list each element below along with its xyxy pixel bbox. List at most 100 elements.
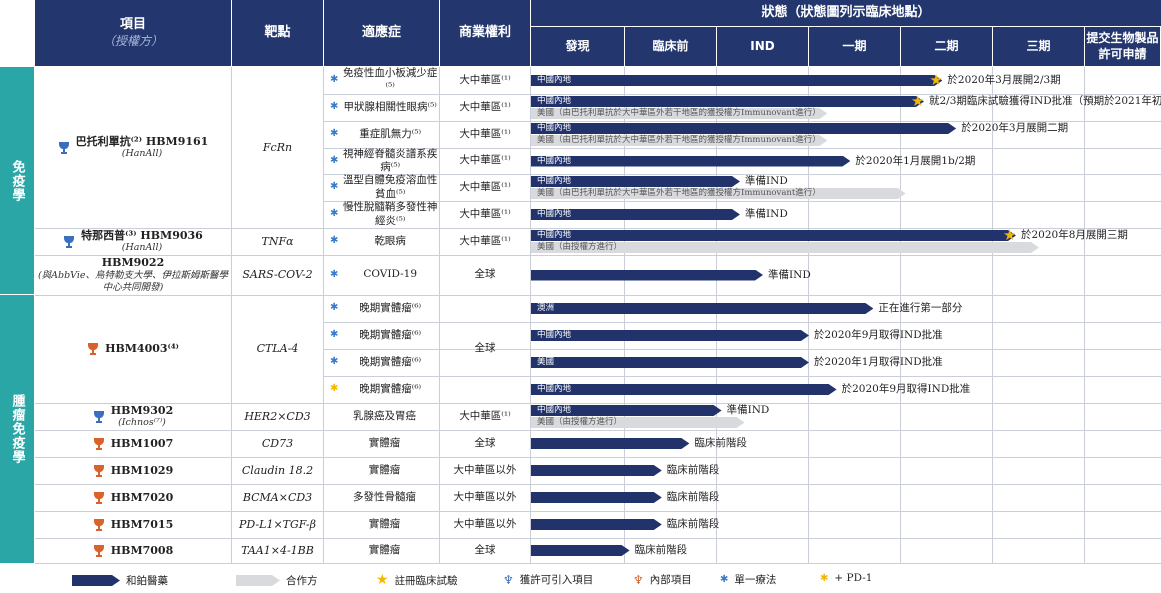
target-cell: TAA1×4-1BB (232, 538, 323, 563)
bar-status-note: 於2020年8月展開三期 (1021, 229, 1128, 241)
phase-header-4: 二期 (901, 27, 992, 66)
header-indication: 適應症 (324, 0, 439, 66)
indication-divider (324, 376, 1161, 377)
indication-cell: ✱ 溫型自體免疫溶血性貧血⁽⁵⁾ (324, 174, 439, 201)
mono-marker-icon: ✱ (330, 268, 339, 280)
phase-header-0: 發現 (531, 27, 624, 66)
rights-cell: 大中華區以外 (440, 511, 530, 538)
orange-trophy-icon (88, 343, 99, 355)
blue-trophy-icon (58, 141, 69, 154)
drug-name-block: HBM7020 (111, 491, 173, 505)
rights-label: 全球 (474, 268, 496, 281)
indication-divider (324, 538, 1161, 539)
column-divider (231, 67, 232, 563)
legend-star-label: 註冊臨床試驗 (394, 574, 458, 587)
drug-name-block: HBM9302 (Ichnos⁽⁷⁾) (111, 404, 173, 430)
drug-name-block: 巴托利單抗⁽²⁾ HBM9161 (HanAll) (76, 135, 209, 161)
rights-cell: 全球 (440, 255, 530, 295)
partner-progress-bar (531, 417, 745, 428)
indication-divider (324, 349, 1161, 350)
own-progress-bar (531, 405, 722, 416)
header-project-label: 項目 (119, 17, 146, 33)
target-cell: TNFα (232, 228, 323, 255)
mono-marker-icon: ✱ (720, 574, 729, 585)
drug-cell: HBM1029 (35, 457, 231, 484)
orange-trophy-icon (93, 437, 104, 450)
bar-region-label: 中國內地 (537, 230, 572, 240)
indication-label: 免疫性血小板減少症⁽⁵⁾ (342, 67, 438, 93)
bar-region-label: 美國（由巴托利單抗於大中華區外若干地區的獲授權方Immunovant進行） (537, 108, 821, 118)
target-cell: BCMA×CD3 (232, 484, 323, 511)
column-divider (530, 67, 531, 563)
mono-marker-icon: ✱ (330, 74, 339, 86)
indication-label: 甲狀腺相關性眼病⁽⁵⁾ (343, 100, 437, 113)
own-progress-bar (531, 176, 740, 187)
rights-label: 大中華區以外 (453, 463, 517, 476)
indication-cell: ✱ 甲狀腺相關性眼病⁽⁵⁾ (324, 94, 439, 121)
header-status: 狀態（狀態圖列示臨床地點） (531, 0, 1161, 26)
orange-trophy-icon (93, 544, 104, 557)
legend-licensed-label: 獲許可引入項目 (519, 574, 594, 586)
indication-cell: ✱ 免疫性血小板減少症⁽⁵⁾ (324, 67, 439, 94)
indication-divider (324, 228, 1161, 229)
drug-cell: HBM9302 (Ichnos⁽⁷⁾) (35, 403, 231, 430)
rights-label: 大中華區⁽¹⁾ (459, 207, 511, 220)
indication-label: 晚期實體瘤⁽⁶⁾ (359, 382, 422, 395)
legend-own-label: 和鉑醫藥 (126, 575, 168, 587)
indication-divider (324, 201, 1161, 202)
phase-header-5: 三期 (993, 27, 1084, 66)
indication-cell: ✱ 晚期實體瘤⁽⁶⁾ (324, 349, 439, 376)
indication-label: 實體瘤 (368, 463, 401, 476)
legend-partner-label: 合作方 (286, 575, 318, 587)
own-progress-bar (531, 209, 740, 220)
own-progress-bar (531, 465, 662, 476)
indication-label: COVID-19 (363, 268, 418, 281)
bar-status-note: 於2020年3月展開2/3期 (947, 74, 1061, 86)
phase-header-3: 一期 (809, 27, 900, 66)
drug-licensor: (與AbbVie、烏特勒支大學、伊拉斯姆斯醫學中心共同開發) (37, 270, 229, 293)
rights-cell: 大中華區⁽¹⁾ (440, 94, 530, 121)
bar-status-note: 準備IND (726, 404, 770, 416)
indication-divider (324, 174, 1161, 175)
partner-progress-bar (531, 242, 1039, 253)
indication-label: 乾眼病 (374, 234, 406, 247)
rights-label: 大中華區⁽¹⁾ (459, 409, 511, 422)
indication-cell: 實體瘤 (324, 538, 439, 563)
drug-cell: 特那西普⁽³⁾ HBM9036 (HanAll) (35, 228, 231, 255)
bar-status-note: 準備IND (768, 268, 811, 281)
indication-label: 實體瘤 (368, 517, 401, 530)
drug-name-block: HBM7008 (111, 544, 173, 558)
mono-marker-icon: ✱ (330, 329, 339, 341)
bar-status-note: 於2020年1月取得IND批准 (814, 356, 943, 368)
indication-cell: 乳腺癌及胃癌 (324, 403, 439, 430)
drug-name: HBM7015 (110, 517, 174, 531)
drug-name-block: 特那西普⁽³⁾ HBM9036 (HanAll) (81, 229, 203, 255)
phase-divider (808, 67, 809, 563)
bar-status-note: 臨床前階段 (666, 464, 720, 476)
pd1-marker-icon: ✱ (820, 572, 829, 584)
rights-cell: 大中華區⁽¹⁾ (440, 67, 530, 94)
indication-label: 晚期實體瘤⁽⁶⁾ (359, 301, 422, 314)
bar-status-note: 於2020年9月取得IND批准 (814, 329, 943, 341)
target-cell: SARS-COV-2 (232, 255, 323, 295)
drug-name: 巴托利單抗⁽²⁾ HBM9161 (75, 134, 209, 148)
drug-cell: HBM7008 (35, 538, 231, 563)
drug-name: 特那西普⁽³⁾ HBM9036 (81, 228, 203, 242)
bar-region-label: 中國內地 (537, 209, 572, 219)
legend-partner: 合作方 (236, 573, 318, 588)
indication-cell: ✱ 晚期實體瘤⁽⁶⁾ (324, 295, 439, 322)
target-label: CD73 (261, 436, 294, 450)
indication-label: 溫型自體免疫溶血性貧血⁽⁵⁾ (342, 174, 438, 200)
rights-label: 大中華區⁽¹⁾ (459, 100, 511, 113)
phase-header-2: IND (717, 27, 808, 66)
mono-marker-icon: ✱ (330, 154, 339, 166)
bar-region-label: 中國內地 (537, 176, 572, 186)
star-icon: ★ (929, 71, 943, 89)
legend-mono: ✱ 單一療法 (720, 572, 776, 587)
bar-status-note: 臨床前階段 (694, 437, 747, 449)
rights-cell: 大中華區⁽¹⁾ (440, 174, 530, 201)
mono-marker-icon: ✱ (330, 208, 339, 220)
target-label: HER2×CD3 (244, 409, 311, 423)
drug-name: HBM9302 (110, 403, 174, 417)
drug-name-block: HBM1029 (111, 464, 173, 478)
